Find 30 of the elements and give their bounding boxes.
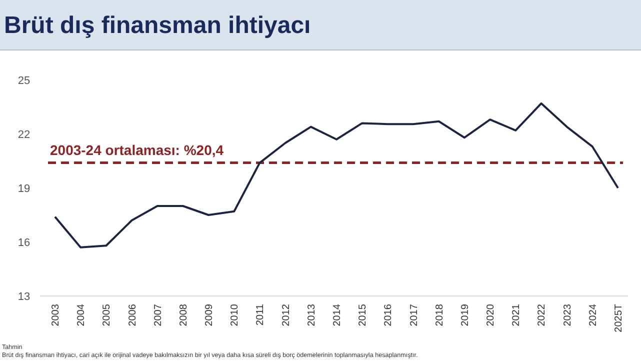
x-tick-label: 2005 [102, 304, 113, 326]
y-tick-label: 13 [18, 290, 30, 303]
y-tick-label: 25 [18, 74, 30, 87]
x-tick-label: 2009 [204, 304, 216, 326]
x-tick-label: 2015 [358, 304, 369, 326]
x-tick-label: 2006 [127, 304, 138, 326]
ref-line-label: 2003-24 ortalaması: %20,4 [50, 142, 224, 158]
x-tick-label: 2007 [152, 304, 164, 326]
x-tick-label: 2003 [50, 304, 62, 326]
x-tick-label: 2019 [460, 304, 471, 326]
x-tick-label: 2023 [562, 304, 574, 326]
x-tick-label: 2021 [511, 304, 522, 326]
x-tick-label: 2018 [434, 304, 446, 326]
x-tick-label: 2013 [306, 304, 318, 326]
x-tick-label: 2017 [408, 304, 420, 326]
x-tick-label: 2012 [280, 304, 292, 326]
x-tick-label: 2004 [76, 304, 88, 326]
x-tick-label: 2010 [230, 304, 241, 326]
x-tick-label: 2016 [383, 304, 394, 326]
chart-title: Brüt dış finansman ihtiyacı [4, 12, 311, 39]
x-tick-label: 2020 [486, 304, 497, 326]
y-tick-label: 19 [18, 182, 30, 195]
y-tick-label: 16 [18, 236, 30, 249]
x-tick-label: 2014 [332, 304, 343, 326]
x-tick-label: 2008 [178, 304, 190, 326]
y-tick-label: 22 [18, 128, 30, 141]
x-tick-label: 2022 [536, 304, 548, 326]
x-tick-label: 2025T [614, 304, 624, 332]
x-tick-label: 2024 [588, 304, 599, 326]
x-tick-label: 2011 [255, 304, 266, 326]
